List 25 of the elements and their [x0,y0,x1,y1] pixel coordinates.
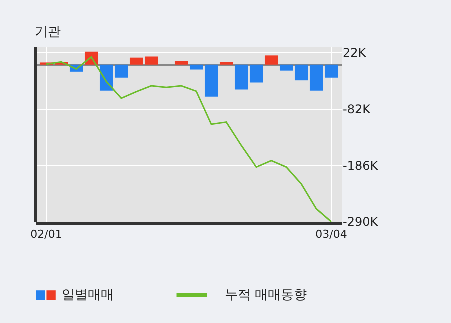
bar [144,56,158,65]
bar [264,56,278,65]
bar [310,64,324,91]
bar [114,64,128,78]
bar [294,64,308,81]
bar [174,61,188,65]
bar [190,64,204,70]
x-tick-label: 03/04 [316,228,348,242]
y-tick-label: -82K [343,102,372,117]
y-tick-label: 22K [343,46,368,60]
bar [280,64,294,71]
bar [234,64,248,90]
bar [204,64,218,97]
bar [130,58,144,65]
bar [220,62,234,65]
y-tick-label: -186K [343,158,380,173]
line-series [46,56,332,222]
legend-label: 누적 매매동향 [225,288,308,303]
legend-label: 일별매매 [62,288,114,303]
bar [250,64,264,83]
bar [100,64,114,91]
bar [324,64,338,78]
x-tick-label: 02/01 [30,228,62,242]
y-tick-label: -290K [343,215,380,230]
chart-title: 기관 [35,25,61,40]
